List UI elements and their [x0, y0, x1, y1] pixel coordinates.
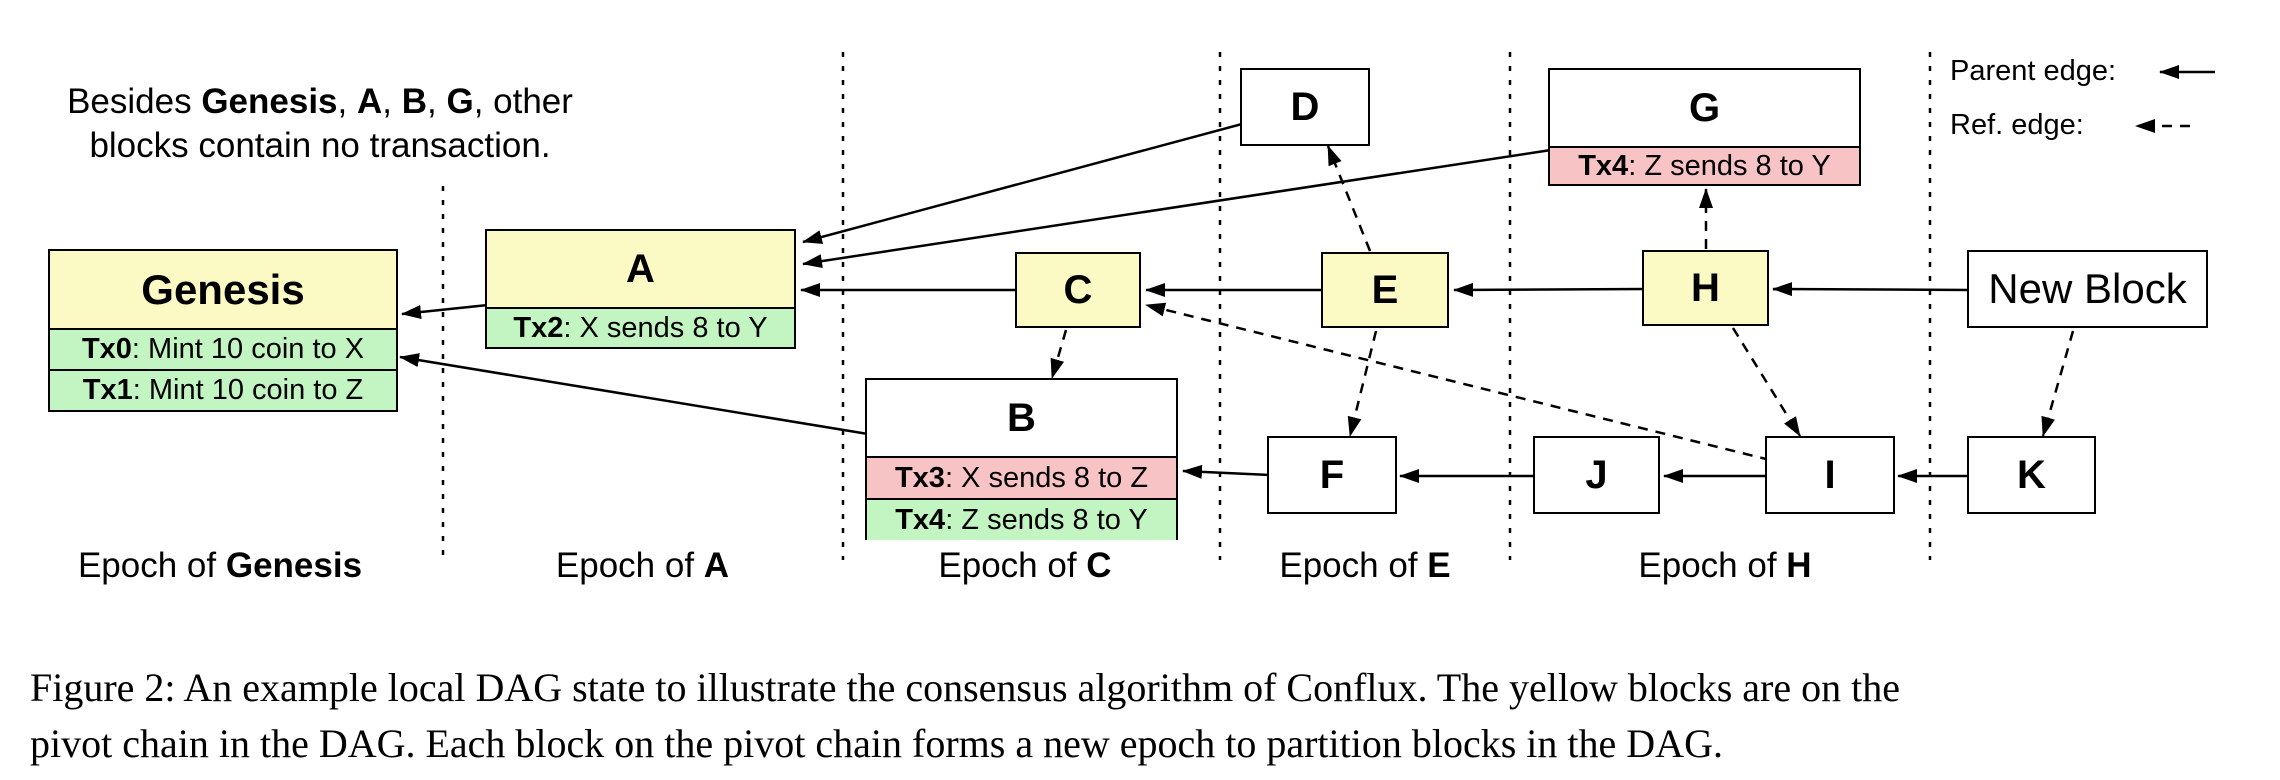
tx-row: Tx1: Mint 10 coin to Z — [50, 369, 396, 410]
epoch-label-e: Epoch of E — [1279, 546, 1451, 585]
epoch-label-a: Epoch of A — [555, 546, 730, 585]
block-c: C — [1015, 252, 1141, 328]
parent-edge-d-a — [802, 122, 1243, 244]
ref-edge-e-f — [1347, 330, 1378, 437]
block-title: B — [1007, 395, 1036, 440]
ref-edge-new-k — [2041, 330, 2075, 437]
block-title: K — [2017, 452, 2046, 497]
block-title: F — [1319, 452, 1345, 497]
dag-edges — [399, 52, 2215, 560]
block-g: G Tx4: Z sends 8 to Y — [1548, 68, 1861, 186]
figure-caption: Figure 2: An example local DAG state to … — [30, 660, 2260, 772]
block-title: New Block — [1988, 265, 2187, 312]
epoch-label-h: Epoch of H — [1638, 546, 1812, 585]
tx-row: Tx2: X sends 8 to Y — [487, 307, 794, 347]
block-d: D — [1240, 68, 1370, 146]
block-title: G — [1688, 85, 1721, 130]
ref-edge-h-i — [1731, 327, 1802, 437]
legend-ref-label: Ref. edge: — [1950, 109, 2084, 141]
parent-edge-g-a — [802, 148, 1552, 269]
parent-edge-new-h — [1772, 282, 1971, 297]
legend-parent-label: Parent edge: — [1950, 55, 2117, 87]
block-title: I — [1824, 452, 1836, 497]
block-k: K — [1967, 436, 2096, 514]
block-h: H — [1642, 250, 1769, 326]
epoch-label-genesis: Epoch of Genesis — [77, 546, 363, 585]
block-title: E — [1371, 267, 1399, 312]
tx-row: Tx0: Mint 10 coin to X — [50, 328, 396, 369]
block-i: I — [1765, 436, 1895, 514]
block-title: J — [1585, 452, 1608, 497]
tx-row: Tx3: X sends 8 to Z — [867, 456, 1176, 498]
parent-edge-b-genesis — [399, 353, 869, 436]
epoch-label-c: Epoch of C — [938, 546, 1112, 585]
caption-line-2: pivot chain in the DAG. Each block on th… — [30, 721, 1723, 766]
block-title: D — [1290, 84, 1320, 129]
ref-edge-c-b — [1050, 329, 1068, 379]
diagram-note: Besides Genesis, A, B, G, other blocks c… — [67, 82, 573, 165]
block-new: New Block — [1967, 250, 2208, 328]
conflux-dag-diagram: Besides Genesis, A, B, G, other blocks c… — [48, 52, 2215, 585]
parent-edge-a-genesis — [401, 303, 489, 319]
block-a: A Tx2: X sends 8 to Y — [485, 229, 796, 349]
parent-edge-h-e — [1453, 282, 1646, 297]
block-title: A — [626, 246, 655, 291]
ref-edge-i-c — [1145, 302, 1771, 462]
tx-row: Tx4: Z sends 8 to Y — [1550, 146, 1859, 184]
tx-row: Tx4: Z sends 8 to Y — [867, 498, 1176, 540]
block-b: B Tx3: X sends 8 to Z Tx4: Z sends 8 to … — [865, 378, 1178, 540]
block-j: J — [1533, 436, 1660, 514]
block-f: F — [1267, 436, 1397, 514]
block-title: H — [1691, 265, 1720, 310]
parent-edge-f-b — [1182, 464, 1271, 479]
block-title: C — [1063, 267, 1093, 312]
block-genesis: Genesis Tx0: Mint 10 coin to X Tx1: Mint… — [48, 249, 398, 412]
caption-line-1: Figure 2: An example local DAG state to … — [30, 665, 1900, 710]
block-e: E — [1321, 252, 1449, 328]
ref-edge-e-d — [1326, 145, 1372, 252]
block-title: Genesis — [141, 265, 305, 313]
